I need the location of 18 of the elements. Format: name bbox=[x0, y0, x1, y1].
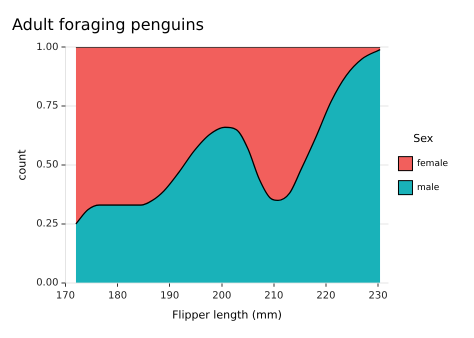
chart-title: Adult foraging penguins bbox=[12, 14, 204, 34]
y-tick-label: 0.50 bbox=[36, 160, 58, 171]
x-tick-label: 220 bbox=[316, 290, 336, 302]
y-tick-label: 0.25 bbox=[36, 218, 58, 230]
legend-title: Sex bbox=[413, 132, 434, 145]
x-tick-label: 180 bbox=[108, 290, 128, 302]
y-tick-label: 1.00 bbox=[36, 42, 58, 53]
x-tick-label: 230 bbox=[368, 290, 388, 302]
legend-label: male bbox=[416, 182, 440, 193]
y-axis-title: count bbox=[15, 148, 28, 181]
x-tick-label: 190 bbox=[160, 290, 180, 302]
x-tick-label: 210 bbox=[264, 290, 284, 302]
x-tick-label: 200 bbox=[212, 290, 232, 302]
y-tick-label: 0.00 bbox=[36, 277, 58, 288]
y-tick-label: 0.75 bbox=[36, 100, 58, 112]
x-tick-label: 170 bbox=[56, 290, 76, 302]
legend-label: female bbox=[416, 158, 448, 169]
x-axis-title: Flipper length (mm) bbox=[172, 308, 282, 322]
